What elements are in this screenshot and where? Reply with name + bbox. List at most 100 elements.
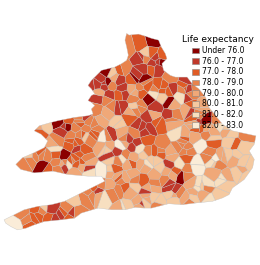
Polygon shape [67,160,72,170]
Polygon shape [74,120,84,123]
Polygon shape [112,170,123,180]
Legend: Under 76.0, 76.0 - 77.0, 77.0 - 78.0, 78.0 - 79.0, 79.0 - 80.0, 80.0 - 81.0, 81.: Under 76.0, 76.0 - 77.0, 77.0 - 78.0, 78… [180,34,256,131]
Polygon shape [131,193,142,206]
Polygon shape [135,82,144,91]
Polygon shape [171,141,182,154]
Polygon shape [190,154,205,165]
Polygon shape [139,74,153,83]
Polygon shape [178,77,192,85]
Polygon shape [29,206,40,213]
Polygon shape [128,126,140,138]
Polygon shape [165,120,184,132]
Polygon shape [106,171,115,179]
Polygon shape [66,167,82,176]
Polygon shape [65,123,71,132]
Polygon shape [237,141,255,155]
Polygon shape [50,158,61,167]
Polygon shape [139,188,152,194]
Polygon shape [161,72,179,83]
Polygon shape [184,93,193,103]
Polygon shape [171,192,177,198]
Polygon shape [165,153,179,162]
Polygon shape [13,209,30,220]
Polygon shape [112,147,122,156]
Polygon shape [214,178,227,188]
Polygon shape [102,96,114,106]
Polygon shape [82,132,89,143]
Polygon shape [129,175,140,183]
Polygon shape [174,156,185,170]
Polygon shape [105,100,116,113]
Polygon shape [24,153,32,158]
Polygon shape [162,96,175,109]
Polygon shape [202,174,215,187]
Polygon shape [223,125,230,129]
Polygon shape [71,122,81,133]
Polygon shape [60,201,74,213]
Polygon shape [143,80,153,92]
Polygon shape [131,108,141,117]
Polygon shape [186,147,197,156]
Polygon shape [66,195,81,206]
Polygon shape [184,99,197,109]
Polygon shape [149,47,159,59]
Polygon shape [203,122,212,132]
Polygon shape [101,81,106,85]
Polygon shape [159,175,170,188]
Polygon shape [32,152,39,163]
Polygon shape [60,148,71,160]
Polygon shape [151,185,162,193]
Polygon shape [201,147,217,157]
Polygon shape [34,212,44,223]
Polygon shape [36,146,46,156]
Polygon shape [72,160,80,168]
Polygon shape [195,175,202,187]
Polygon shape [192,84,205,97]
Polygon shape [129,52,143,66]
Polygon shape [201,193,215,202]
Polygon shape [121,149,131,160]
Polygon shape [120,199,126,210]
Polygon shape [176,138,189,144]
Polygon shape [81,152,96,162]
Polygon shape [136,99,147,108]
Polygon shape [83,165,96,172]
Polygon shape [176,185,186,199]
Polygon shape [204,186,215,193]
Polygon shape [180,103,191,120]
Polygon shape [214,160,227,170]
Polygon shape [84,115,94,126]
Polygon shape [64,138,74,144]
Polygon shape [73,139,79,147]
Polygon shape [213,123,224,132]
Polygon shape [111,164,123,174]
Polygon shape [74,205,90,218]
Polygon shape [154,65,165,77]
Polygon shape [105,77,112,86]
Polygon shape [172,183,183,194]
Polygon shape [138,151,148,160]
Polygon shape [59,206,68,217]
Polygon shape [85,157,99,166]
Polygon shape [143,56,151,64]
Polygon shape [186,188,198,196]
Polygon shape [4,215,23,230]
Polygon shape [168,170,177,182]
Polygon shape [106,165,113,172]
Polygon shape [147,65,155,78]
Polygon shape [130,89,138,97]
Polygon shape [211,153,219,161]
Polygon shape [139,200,145,208]
Polygon shape [199,124,205,134]
Polygon shape [90,130,100,138]
Polygon shape [32,160,49,173]
Polygon shape [238,170,250,184]
Polygon shape [147,100,164,113]
Polygon shape [166,126,181,142]
Polygon shape [97,190,112,209]
Polygon shape [183,142,193,150]
Polygon shape [238,132,256,143]
Polygon shape [64,130,76,139]
Polygon shape [101,156,115,165]
Polygon shape [94,72,106,83]
